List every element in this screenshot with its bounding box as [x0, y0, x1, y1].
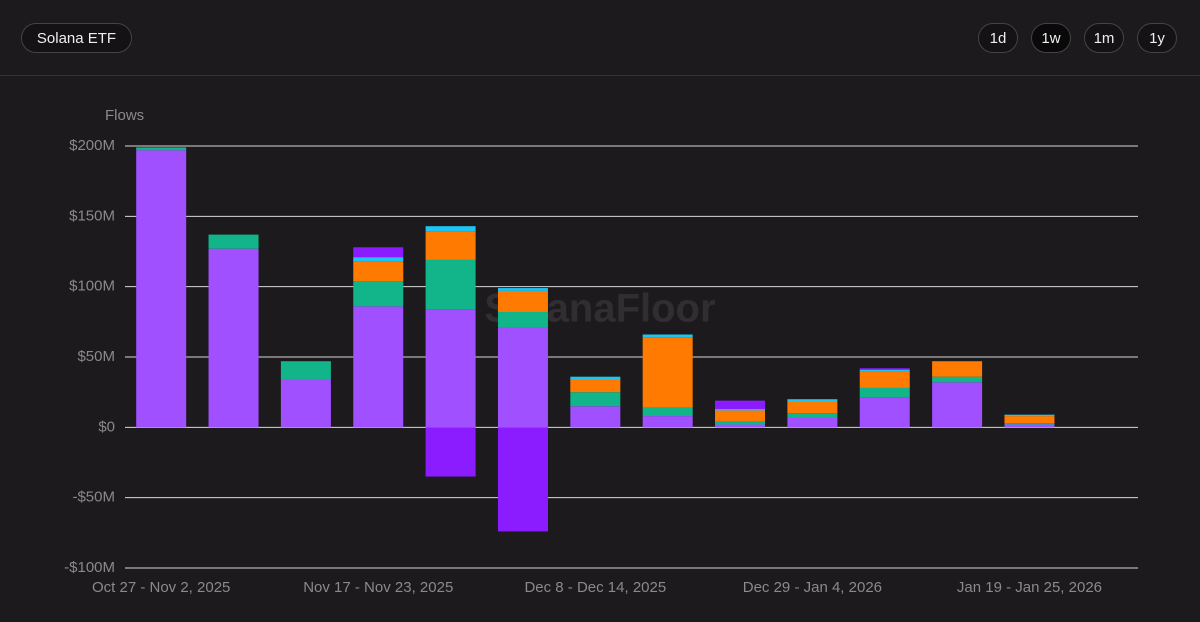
y-tick-label: $150M: [69, 207, 115, 224]
bar-segment: [642, 416, 693, 428]
bar-segment: [642, 337, 693, 408]
bar-segment: [425, 231, 476, 260]
bar-segment: [859, 397, 910, 428]
bar-segment: [570, 376, 621, 380]
x-tick-label: Oct 27 - Nov 2, 2025: [92, 579, 230, 596]
bar-segment: [932, 376, 983, 383]
bar-segment: [497, 427, 548, 532]
range-button[interactable]: 1d: [978, 23, 1018, 53]
bar-segment: [715, 410, 766, 422]
bar-segment: [715, 400, 766, 410]
x-tick-label: Nov 17 - Nov 23, 2025: [303, 579, 453, 596]
bar-segment: [208, 248, 259, 428]
bar-segment: [932, 382, 983, 428]
bar-segment: [859, 387, 910, 398]
bar-segment: [787, 413, 838, 418]
x-tick-label: Dec 8 - Dec 14, 2025: [524, 579, 666, 596]
bar-segment: [787, 402, 838, 414]
bar-segment: [1004, 424, 1055, 428]
bar-segment: [787, 417, 838, 428]
bar-segment: [642, 407, 693, 417]
bar-segment: [353, 306, 404, 428]
bar-segment: [1004, 414, 1055, 417]
bar-segment: [497, 327, 548, 428]
bar-segment: [353, 247, 404, 258]
bar-segment: [497, 290, 548, 312]
bar-segment: [859, 371, 910, 388]
bar-segment: [497, 288, 548, 291]
bar-segment: [715, 424, 766, 428]
bar-segment: [425, 427, 476, 477]
bar-segment: [425, 226, 476, 232]
bar-segment: [570, 379, 621, 393]
range-button[interactable]: 1w: [1031, 23, 1071, 53]
bar-segment: [497, 311, 548, 328]
bar-segment: [570, 406, 621, 428]
y-tick-label: $0: [98, 418, 115, 435]
bar-segment: [1004, 416, 1055, 424]
bar-segment: [715, 409, 766, 411]
title-pill[interactable]: Solana ETF: [21, 23, 132, 53]
y-axis-label: Flows: [105, 107, 144, 124]
bar-segment: [859, 368, 910, 370]
bar-segment: [353, 261, 404, 282]
bar-segment: [932, 361, 983, 377]
bar-segment: [425, 309, 476, 428]
x-tick-label: Jan 19 - Jan 25, 2026: [957, 579, 1102, 596]
bar-segment: [1004, 423, 1055, 425]
bar-segment: [859, 369, 910, 372]
bar-segment: [715, 421, 766, 425]
bar-segment: [353, 257, 404, 262]
bar-segment: [353, 281, 404, 307]
x-tick-label: Dec 29 - Jan 4, 2026: [743, 579, 882, 596]
bar-segment: [787, 399, 838, 403]
y-tick-label: -$50M: [72, 489, 115, 506]
bar-segment: [642, 334, 693, 338]
bar-segment: [280, 361, 331, 380]
bar-segment: [280, 379, 331, 428]
top-bar: Solana ETF 1d 1w 1m 1y: [0, 0, 1200, 76]
bar-segment: [208, 234, 259, 249]
y-tick-label: $100M: [69, 278, 115, 295]
bar-segment: [136, 147, 187, 151]
range-button[interactable]: 1y: [1137, 23, 1177, 53]
range-button[interactable]: 1m: [1084, 23, 1124, 53]
bar-segment: [570, 392, 621, 407]
y-tick-label: $200M: [69, 137, 115, 154]
y-tick-label: -$100M: [64, 559, 115, 576]
bar-segment: [136, 150, 187, 428]
y-tick-label: $50M: [77, 348, 115, 365]
bar-segment: [425, 259, 476, 310]
